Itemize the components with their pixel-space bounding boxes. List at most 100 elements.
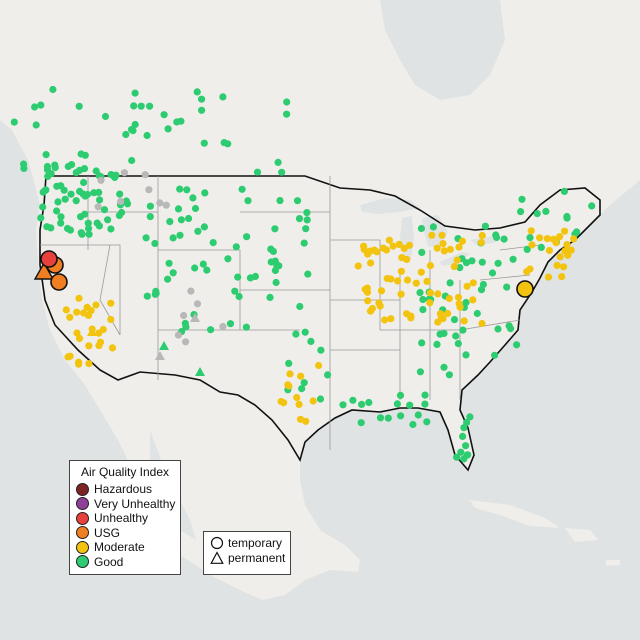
station-marker	[177, 216, 185, 224]
hispaniola	[565, 528, 598, 542]
station-marker	[507, 325, 515, 333]
station-marker	[232, 243, 240, 251]
station-marker	[303, 216, 311, 224]
station-marker	[54, 198, 62, 206]
station-marker	[146, 213, 154, 221]
station-marker	[543, 235, 551, 243]
station-marker	[562, 247, 570, 255]
station-marker	[455, 243, 463, 251]
station-marker	[51, 161, 59, 169]
station-marker	[32, 121, 40, 129]
station-marker	[494, 325, 502, 333]
station-marker	[49, 85, 57, 94]
station-marker	[164, 275, 172, 283]
station-marker	[440, 363, 448, 371]
legend-item-unhealthy: Unhealthy	[76, 511, 174, 526]
legend-label-permanent: permanent	[228, 550, 286, 565]
station-marker	[200, 223, 208, 231]
station-marker	[60, 186, 68, 194]
station-marker	[85, 224, 93, 232]
station-marker	[479, 280, 487, 289]
station-marker	[309, 397, 317, 405]
station-marker	[417, 268, 425, 276]
station-marker	[466, 413, 474, 421]
hudson-bay	[380, 0, 505, 100]
station-marker	[80, 178, 88, 187]
station-marker	[191, 264, 199, 272]
station-marker	[10, 118, 18, 126]
station-marker	[297, 372, 305, 380]
station-marker	[304, 270, 312, 278]
station-marker	[526, 234, 534, 242]
station-marker	[394, 277, 402, 285]
station-marker	[558, 273, 566, 281]
station-marker	[57, 219, 65, 227]
station-marker	[556, 253, 564, 261]
station-marker	[556, 233, 564, 241]
station-marker	[39, 203, 47, 211]
station-marker	[363, 288, 372, 296]
station-marker	[429, 223, 437, 231]
station-marker	[417, 224, 425, 233]
station-marker	[283, 110, 291, 118]
station-marker	[365, 398, 373, 407]
station-marker	[536, 234, 544, 242]
station-marker	[481, 222, 489, 230]
station-marker	[377, 287, 386, 295]
station-marker	[488, 269, 497, 277]
legend-item-moderate: Moderate	[76, 540, 174, 555]
station-marker	[66, 352, 74, 360]
station-marker	[57, 213, 65, 221]
station-marker	[545, 246, 554, 255]
station-marker	[116, 190, 124, 198]
moderate-temporary-marker	[516, 280, 534, 298]
station-marker	[542, 207, 550, 215]
station-marker	[528, 241, 536, 249]
usg-permanent-marker	[33, 261, 55, 280]
station-marker	[85, 230, 93, 238]
station-marker	[127, 126, 136, 134]
station-marker	[368, 304, 376, 313]
station-marker	[131, 120, 139, 129]
station-marker	[397, 412, 405, 420]
station-marker	[94, 203, 102, 211]
station-marker	[187, 287, 195, 295]
legend-swatch	[76, 555, 89, 569]
station-marker	[302, 417, 310, 425]
station-marker	[85, 360, 93, 368]
station-marker	[143, 131, 151, 140]
circle-icon	[210, 537, 224, 550]
permanent-station-marker	[159, 341, 169, 350]
station-marker	[339, 401, 347, 409]
station-marker	[445, 294, 453, 303]
puerto-rico	[606, 560, 620, 566]
triangle-icon	[210, 550, 224, 564]
station-marker	[243, 233, 251, 241]
station-marker	[37, 101, 45, 109]
permanent-station-marker	[87, 327, 97, 336]
station-marker	[151, 239, 159, 248]
station-marker	[366, 247, 374, 255]
station-marker	[460, 317, 468, 325]
station-marker	[226, 320, 235, 328]
permanent-station-marker	[195, 367, 205, 376]
station-marker	[107, 315, 115, 324]
station-marker	[107, 299, 115, 307]
station-marker	[433, 340, 441, 348]
station-marker	[383, 274, 391, 283]
station-marker	[552, 239, 560, 247]
station-marker	[107, 225, 115, 233]
station-marker	[77, 150, 85, 158]
station-marker	[397, 290, 405, 298]
station-marker	[456, 264, 464, 272]
station-marker	[84, 219, 92, 227]
station-marker	[396, 391, 405, 399]
station-marker	[39, 188, 47, 196]
station-marker	[162, 201, 170, 209]
station-marker	[194, 227, 202, 235]
station-marker	[75, 294, 83, 302]
station-marker	[293, 393, 301, 402]
station-marker	[426, 289, 434, 297]
station-marker	[414, 411, 422, 419]
station-marker	[544, 273, 553, 281]
